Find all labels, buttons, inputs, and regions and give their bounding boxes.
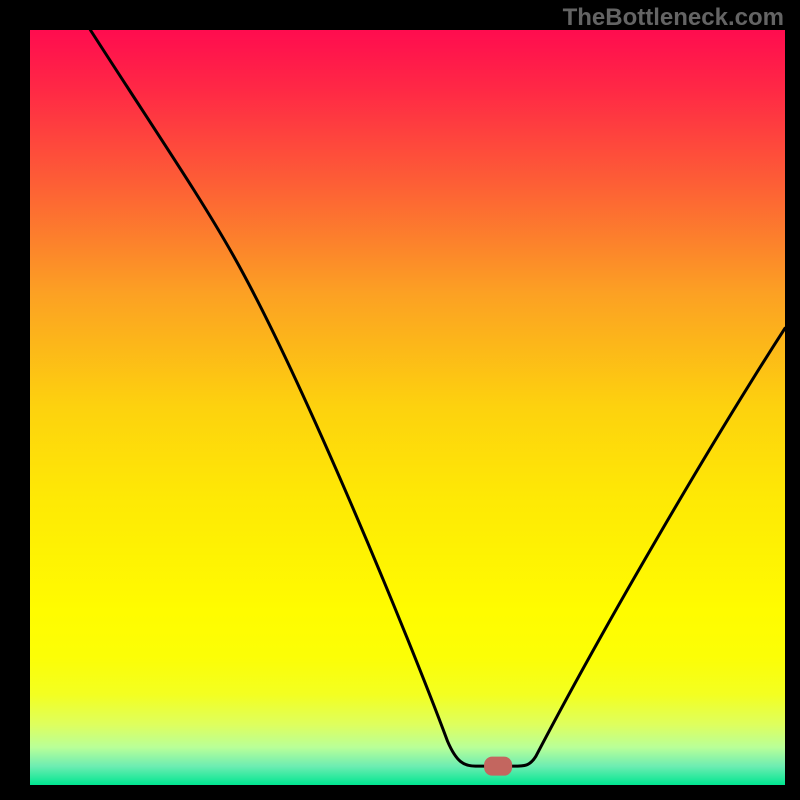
- chart-marker: [484, 757, 512, 776]
- chart-svg: [30, 30, 785, 785]
- chart-plot-area: [30, 30, 785, 785]
- attribution-text: TheBottleneck.com: [563, 4, 784, 32]
- chart-curve: [90, 30, 785, 766]
